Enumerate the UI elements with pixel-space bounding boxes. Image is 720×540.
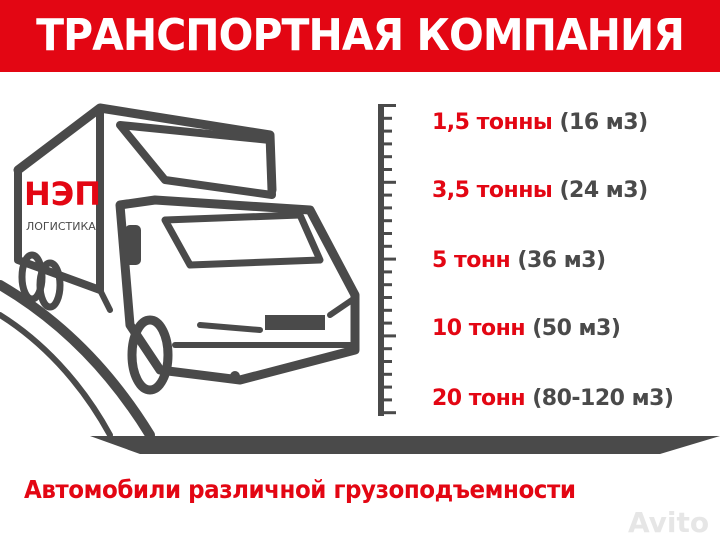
ruler-tick bbox=[378, 283, 392, 287]
ruler-tick bbox=[378, 129, 392, 133]
ruler-tick bbox=[378, 296, 392, 299]
capacity-item: 5 тонн (36 м3) bbox=[432, 248, 606, 273]
ruler-tick bbox=[378, 411, 396, 415]
ruler-tick bbox=[378, 244, 392, 248]
avito-watermark: Avito bbox=[628, 506, 710, 539]
truck-illustration: НЭП ЛОГИСТИКА bbox=[0, 103, 360, 440]
ruler-tick bbox=[378, 180, 396, 184]
header-banner: ТРАНСПОРТНАЯ КОМПАНИЯ bbox=[0, 0, 720, 72]
ruler-tick bbox=[378, 347, 392, 351]
ruler-tick bbox=[378, 257, 396, 261]
ruler-tick bbox=[378, 116, 392, 120]
ruler-tick bbox=[378, 372, 392, 376]
ruler-tick bbox=[378, 321, 392, 325]
ruler-tick bbox=[378, 360, 392, 363]
ruler-tick bbox=[378, 270, 392, 274]
ruler-tick bbox=[378, 232, 392, 235]
ruler-tick bbox=[378, 104, 396, 107]
capacity-item: 1,5 тонны (16 м3) bbox=[432, 110, 648, 135]
ruler-tick bbox=[378, 308, 392, 312]
capacity-item: 3,5 тонны (24 м3) bbox=[432, 178, 648, 203]
ruler-tick bbox=[378, 142, 392, 146]
logo-brand: НЭП bbox=[24, 175, 101, 213]
ruler-tick bbox=[378, 155, 392, 159]
ruler-tick bbox=[378, 219, 392, 223]
capacity-ruler bbox=[378, 104, 396, 416]
page-title: ТРАНСПОРТНАЯ КОМПАНИЯ bbox=[36, 10, 685, 61]
capacity-item: 10 тонн (50 м3) bbox=[432, 316, 621, 341]
ruler-tick bbox=[378, 206, 392, 210]
road-band bbox=[90, 436, 720, 454]
ruler-tick bbox=[378, 168, 392, 171]
capacity-item: 20 тонн (80-120 м3) bbox=[432, 386, 674, 411]
footer-slogan: Автомобили различной грузоподъемности bbox=[24, 475, 576, 504]
ruler-tick bbox=[378, 334, 396, 338]
ruler-tick bbox=[378, 398, 392, 402]
ruler-tick bbox=[378, 193, 392, 197]
logo-subtitle: ЛОГИСТИКА bbox=[26, 220, 96, 233]
ruler-tick bbox=[378, 385, 392, 389]
